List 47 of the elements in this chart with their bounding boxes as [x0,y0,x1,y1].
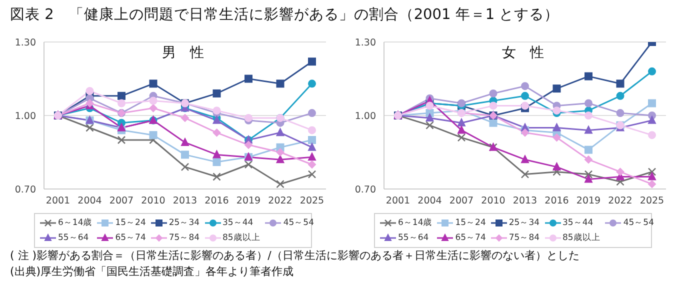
x-tick-label: 2007 [109,196,134,207]
x-tick-label: 2019 [576,196,601,207]
text: (出典)厚生労働省「国民生活基礎調査」各年より筆者作成 [10,264,295,280]
legend-label: 85歳以上 [562,232,600,244]
y-tick-label: 0.70 [354,184,376,196]
x-tick-label: 2025 [640,196,664,207]
legend-label: 25～34 [508,217,540,229]
text: 図表 2 「健康上の問題で日常生活に影響がある」の割合（2001 年＝1 とする） [10,7,560,23]
x-tick-label: 2022 [268,196,292,207]
legend-label: 75～84 [168,232,200,244]
chart-title: 女 性 [501,44,545,62]
legend-label: 55～64 [58,232,89,244]
legend-label: 6～14歳 [58,217,92,229]
legend-label: 35～44 [222,217,254,229]
x-tick-label: 2010 [141,196,166,207]
legend-label: 45～54 [623,217,654,229]
chart-title: 男 性 [161,44,205,62]
legend-label: 75～84 [508,232,540,244]
legend-label: 65～74 [455,232,486,244]
y-tick-label: 1.00 [14,110,36,122]
x-tick-label: 2007 [449,196,474,207]
legend-label: 6～14歳 [398,217,432,229]
legend-label: 55～64 [398,232,429,244]
x-tick-label: 2022 [608,196,632,207]
x-tick-label: 2019 [236,196,261,207]
x-tick-label: 2001 [46,196,70,207]
y-tick-label: 0.70 [14,184,36,196]
x-tick-label: 2013 [172,196,198,207]
legend-label: 85歳以上 [222,232,260,244]
legend-label: 15～24 [115,217,146,229]
x-tick-label: 2013 [512,196,538,207]
x-tick-label: 2004 [418,196,442,207]
x-tick-label: 2010 [481,196,506,207]
legend-label: 25～34 [168,217,200,229]
x-tick-label: 2001 [386,196,410,207]
legend-label: 15～24 [455,217,486,229]
x-tick-label: 2016 [544,196,569,207]
legend-label: 45～54 [283,217,314,229]
y-tick-label: 1.30 [14,37,36,48]
y-tick-label: 1.00 [354,110,376,122]
legend-label: 35～44 [562,217,594,229]
legend-label: 65～74 [115,232,146,244]
text: ( 注 )影響がある割合＝（日常生活に影響のある者）/（日常生活に影響のある者＋日常生活に影響のない者）とした [10,248,580,264]
x-tick-label: 2025 [300,196,324,207]
y-tick-label: 1.30 [354,37,376,48]
x-tick-label: 2016 [204,196,229,207]
x-tick-label: 2004 [78,196,102,207]
